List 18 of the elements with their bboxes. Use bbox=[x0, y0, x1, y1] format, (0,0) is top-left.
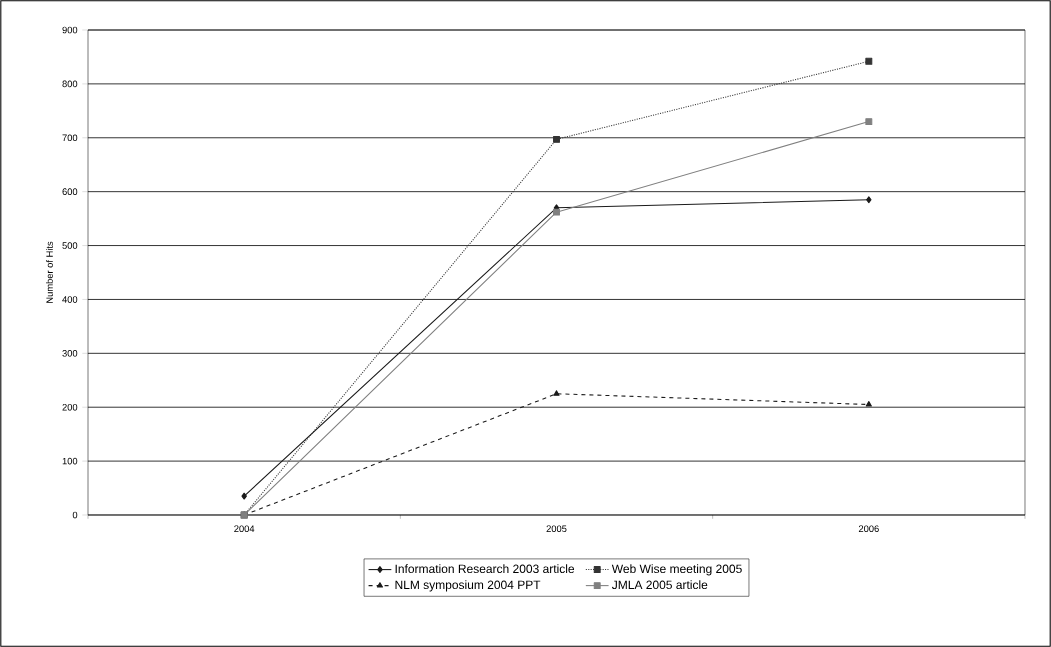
y-tick-label: 600 bbox=[62, 188, 78, 195]
y-tick-label: 400 bbox=[62, 296, 78, 303]
x-tick-label: 2004 bbox=[234, 525, 255, 532]
legend-label: Information Research 2003 article bbox=[395, 564, 575, 574]
x-tick-label: 2005 bbox=[546, 525, 567, 532]
legend-label: JMLA 2005 article bbox=[611, 580, 708, 590]
y-tick-label: 900 bbox=[62, 26, 78, 34]
x-tick-label: 2006 bbox=[858, 525, 879, 532]
legend-label: Web Wise meeting 2005 bbox=[611, 564, 742, 576]
y-tick-label: 500 bbox=[62, 242, 78, 249]
y-tick-label: 200 bbox=[62, 403, 78, 411]
y-tick-label: 0 bbox=[72, 511, 78, 519]
y-tick-label: 700 bbox=[62, 134, 78, 142]
y-tick-label: 300 bbox=[62, 350, 78, 357]
y-axis-title: Number of Hits bbox=[46, 241, 53, 303]
legend-label: NLM symposium 2004 PPT bbox=[395, 580, 541, 592]
y-tick-label: 800 bbox=[62, 80, 78, 88]
y-tick-label: 100 bbox=[62, 457, 78, 465]
